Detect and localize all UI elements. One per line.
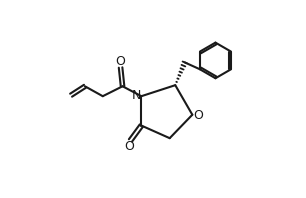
Text: O: O — [116, 55, 125, 68]
Text: O: O — [125, 140, 134, 153]
Text: N: N — [132, 89, 141, 102]
Text: O: O — [193, 109, 203, 122]
